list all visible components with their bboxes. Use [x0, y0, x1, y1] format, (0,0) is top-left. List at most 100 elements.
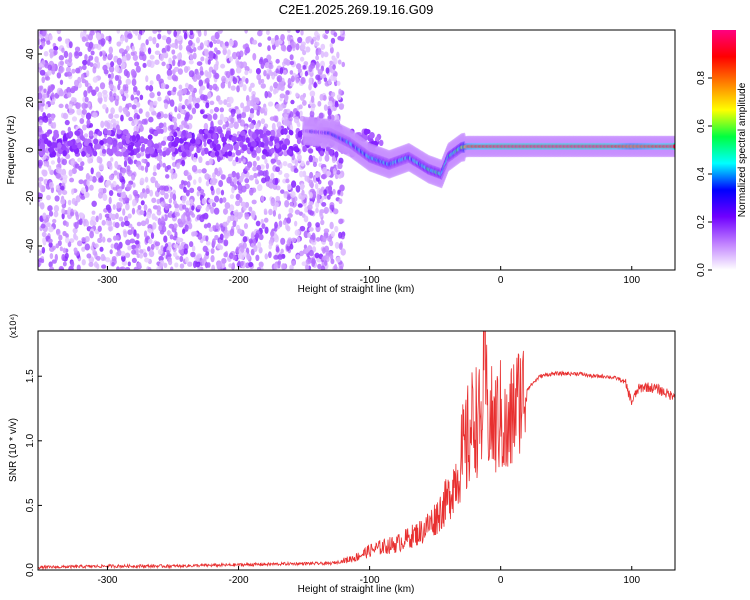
heatmap-cell — [154, 241, 161, 247]
heatmap-cell — [183, 248, 188, 255]
heatmap-cell — [91, 200, 97, 207]
heatmap-cell — [83, 133, 89, 138]
heatmap-cell — [249, 113, 254, 119]
heatmap-cell — [338, 157, 344, 165]
heatmap-cell — [323, 228, 330, 234]
heatmap-cell — [141, 158, 146, 164]
heatmap-cell — [319, 93, 324, 101]
heatmap-cell — [110, 243, 115, 249]
heatmap-cell — [181, 151, 187, 158]
heatmap-cell — [340, 191, 344, 197]
heatmap-cell — [46, 129, 53, 135]
heatmap-cell — [236, 172, 240, 180]
heatmap-cell — [184, 224, 189, 232]
heatmap-cell — [117, 188, 122, 194]
heatmap-cell — [76, 108, 82, 116]
heatmap-cell — [139, 47, 145, 52]
heatmap-cell — [235, 51, 241, 58]
heatmap-cell — [260, 141, 265, 148]
heatmap-cell — [58, 66, 65, 73]
x-tick-label: 100 — [623, 575, 640, 586]
heatmap-cell — [88, 261, 94, 267]
heatmap-cell — [211, 238, 216, 246]
heatmap-cell — [289, 202, 294, 207]
heatmap-cell — [191, 107, 197, 115]
heatmap-cell — [126, 183, 132, 191]
heatmap-cell — [339, 30, 344, 35]
heatmap-cell — [327, 108, 332, 116]
heatmap-cell — [194, 102, 200, 109]
heatmap-cell — [290, 165, 295, 172]
heatmap-cell — [249, 107, 255, 115]
heatmap-cell — [224, 202, 231, 210]
heatmap-cell — [238, 80, 244, 88]
heatmap-cell — [241, 172, 245, 179]
heatmap-cell — [71, 197, 76, 205]
colorbar: 0.0 0.2 0.4 0.6 0.8 Normalized spectral ampl… — [696, 30, 748, 277]
heatmap-cell — [302, 50, 307, 56]
heatmap-cell — [123, 107, 129, 115]
heatmap-cell — [169, 191, 174, 200]
heatmap-cell — [114, 74, 120, 81]
heatmap-cell — [289, 130, 294, 136]
heatmap-cell — [58, 89, 64, 97]
heatmap-cell — [156, 205, 161, 212]
heatmap-cell — [65, 221, 69, 228]
heatmap-cell — [140, 146, 145, 153]
heatmap-cell — [38, 192, 43, 199]
heatmap-cell — [268, 69, 272, 75]
heatmap-cell — [275, 246, 280, 253]
heatmap-cell — [127, 156, 132, 165]
heatmap-cell — [169, 99, 175, 107]
heatmap-cell — [148, 147, 155, 154]
heatmap-cell — [105, 257, 111, 263]
heatmap-cell — [136, 153, 141, 159]
heatmap-cell — [205, 251, 210, 256]
y-tick-label: -40 — [25, 238, 36, 253]
heatmap-cell — [272, 210, 277, 217]
heatmap-cell — [192, 179, 197, 185]
heatmap-cell — [62, 150, 67, 157]
heatmap-cell — [284, 199, 290, 208]
heatmap-cell — [130, 94, 135, 101]
heatmap-cell — [315, 207, 319, 214]
heatmap-cell — [101, 264, 107, 269]
heatmap-cell — [60, 185, 65, 191]
heatmap-cell — [304, 206, 308, 213]
heatmap-cell — [268, 63, 274, 70]
heatmap-cell — [280, 44, 286, 52]
heatmap-cell — [297, 68, 302, 74]
heatmap-cell — [310, 103, 316, 109]
heatmap-cell — [168, 114, 173, 121]
heatmap-cell — [56, 138, 63, 144]
heatmap-cell — [235, 200, 241, 207]
heatmap-cell — [48, 86, 54, 93]
heatmap-cell — [90, 50, 95, 56]
heatmap-cell — [107, 220, 113, 227]
heatmap-cell — [171, 43, 177, 48]
heatmap-cell — [333, 32, 338, 37]
heatmap-cell — [108, 46, 114, 54]
heatmap-cell — [118, 105, 123, 113]
heatmap-cell — [258, 30, 262, 37]
heatmap-cell — [55, 184, 61, 191]
heatmap-cell — [321, 235, 327, 243]
heatmap-cell — [176, 162, 181, 170]
snr-x-axis-label: Height of straight line (km) — [298, 584, 415, 595]
heatmap-cell — [231, 135, 238, 143]
heatmap-cell — [97, 96, 103, 104]
heatmap-cell — [295, 92, 299, 98]
heatmap-cell — [93, 261, 98, 268]
heatmap-cell — [330, 91, 336, 98]
heatmap-cell — [241, 76, 246, 83]
heatmap-cell — [203, 223, 208, 229]
heatmap-cell — [308, 154, 313, 163]
heatmap-cell — [49, 252, 54, 260]
heatmap-cell — [300, 183, 305, 189]
heatmap-cell — [300, 44, 306, 50]
heatmap-cell — [315, 63, 320, 71]
heatmap-cell — [80, 187, 87, 194]
heatmap-cell — [61, 168, 67, 177]
heatmap-cell — [99, 139, 104, 146]
heatmap-cell — [78, 165, 84, 171]
